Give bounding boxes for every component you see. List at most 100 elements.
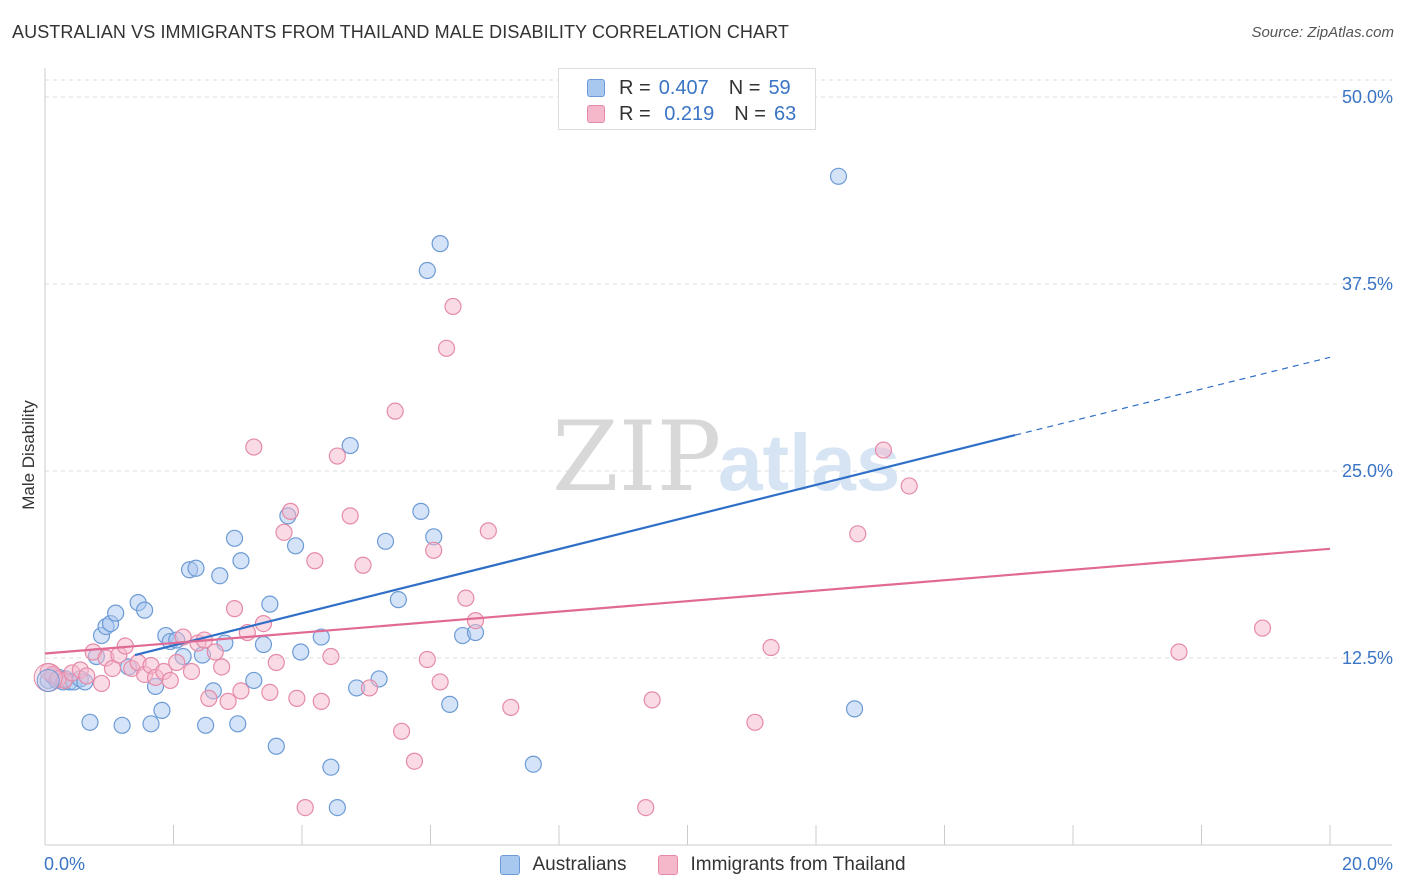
legend-n-value: 59 <box>768 76 791 99</box>
point-thailand <box>479 522 497 540</box>
point-australians <box>322 758 340 776</box>
point-thailand <box>182 662 201 681</box>
point-australians <box>113 716 131 734</box>
point-australians <box>107 604 125 622</box>
point-thailand <box>502 698 520 716</box>
point-thailand <box>296 798 314 817</box>
point-thailand <box>900 477 918 495</box>
point-australians <box>328 798 346 817</box>
axes-layer <box>44 68 1392 846</box>
watermark: ZIP atlas <box>552 401 900 513</box>
point-thailand <box>360 679 379 697</box>
point-australians <box>232 552 250 570</box>
point-australians <box>845 700 864 718</box>
point-thailand <box>643 691 661 709</box>
point-thailand <box>457 589 475 607</box>
point-australians <box>431 235 449 253</box>
legend-n-label: N = <box>734 102 766 125</box>
series-swatch-blue <box>500 855 521 875</box>
legend-row-australians: R = 0.407 N = 59 <box>587 77 791 99</box>
point-australians <box>524 755 542 773</box>
point-thailand <box>306 552 324 570</box>
point-australians <box>245 671 263 690</box>
point-australians-cluster <box>36 668 60 692</box>
point-thailand <box>281 502 300 520</box>
point-australians <box>389 591 407 609</box>
point-thailand <box>92 674 111 693</box>
point-thailand <box>288 689 306 707</box>
series-legend: Australians Immigrants from Thailand <box>0 852 1406 878</box>
labels-layer: 12.5% 25.0% 37.5% 50.0% 0.0% 20.0% Male Disabi… <box>19 87 1393 874</box>
legend-swatch-blue <box>587 79 605 97</box>
point-thailand <box>466 611 485 630</box>
point-australians <box>286 537 305 555</box>
point-thailand <box>431 673 449 691</box>
point-australians <box>267 737 285 755</box>
point-thailand <box>1170 643 1188 661</box>
point-thailand <box>232 682 250 700</box>
point-thailand <box>225 600 244 618</box>
point-thailand <box>168 653 186 672</box>
point-australians <box>376 532 395 550</box>
point-australians <box>211 567 229 585</box>
point-australians <box>197 716 215 734</box>
point-thailand <box>267 653 285 672</box>
point-australians <box>187 559 205 577</box>
point-thailand <box>874 441 893 459</box>
point-australians <box>441 695 459 713</box>
point-thailand <box>437 339 456 357</box>
point-thailand <box>206 643 224 661</box>
series-name-australians: Australians <box>532 854 627 875</box>
y-tick-label: 50.0% <box>1342 87 1393 107</box>
point-thailand <box>261 683 279 702</box>
trend-line-australians <box>134 434 1016 657</box>
point-thailand <box>392 722 411 740</box>
series-name-thailand: Immigrants from Thailand <box>690 854 906 875</box>
point-thailand <box>746 713 764 731</box>
grid-layer <box>45 79 1392 659</box>
trend-line-australians-projection <box>1015 356 1331 436</box>
legend-r-value: 0.407 <box>658 76 709 99</box>
point-thailand <box>849 525 867 543</box>
legend-n-label: N = <box>728 76 761 99</box>
chart-title: AUSTRALIAN VS IMMIGRANTS FROM THAILAND M… <box>12 22 789 42</box>
trend-line-thailand <box>44 547 1331 655</box>
point-australians <box>135 601 154 619</box>
point-australians <box>341 436 359 455</box>
point-australians <box>225 529 244 547</box>
legend-row-thailand: R = 0.219 N = 63 <box>587 103 796 125</box>
watermark-atlas: atlas <box>718 418 900 507</box>
y-axis-label: Male Disability <box>19 400 38 510</box>
point-australians <box>254 635 273 654</box>
point-thailand <box>213 658 231 676</box>
point-australians <box>261 595 279 613</box>
point-thailand <box>219 692 237 710</box>
stats-legend: R = 0.407 N = 59 R = 0.219 N = 63 <box>558 68 816 130</box>
point-thailand <box>444 297 462 316</box>
point-thailand <box>78 667 96 685</box>
point-thailand <box>405 752 424 770</box>
point-thailand <box>425 541 443 559</box>
point-thailand <box>322 647 340 666</box>
series-swatch-pink <box>658 855 679 875</box>
point-australians <box>312 628 330 646</box>
point-australians <box>142 715 160 733</box>
point-thailand <box>386 402 404 420</box>
point-thailand <box>328 447 346 465</box>
series-legend-thailand[interactable]: Immigrants from Thailand <box>658 854 906 876</box>
point-thailand <box>161 671 179 690</box>
point-australians <box>292 643 310 661</box>
y-tick-label: 25.0% <box>1342 461 1393 481</box>
point-australians <box>153 701 171 719</box>
series-legend-australians[interactable]: Australians <box>500 854 626 876</box>
x-tick-label: 0.0% <box>44 854 85 874</box>
point-thailand <box>354 556 372 574</box>
y-tick-label: 12.5% <box>1342 648 1393 668</box>
trend-layer <box>44 356 1331 657</box>
legend-r-label: R = <box>619 76 651 99</box>
point-thailand <box>275 523 293 541</box>
point-thailand <box>418 650 436 669</box>
legend-swatch-pink <box>587 105 605 123</box>
point-thailand <box>312 692 330 710</box>
